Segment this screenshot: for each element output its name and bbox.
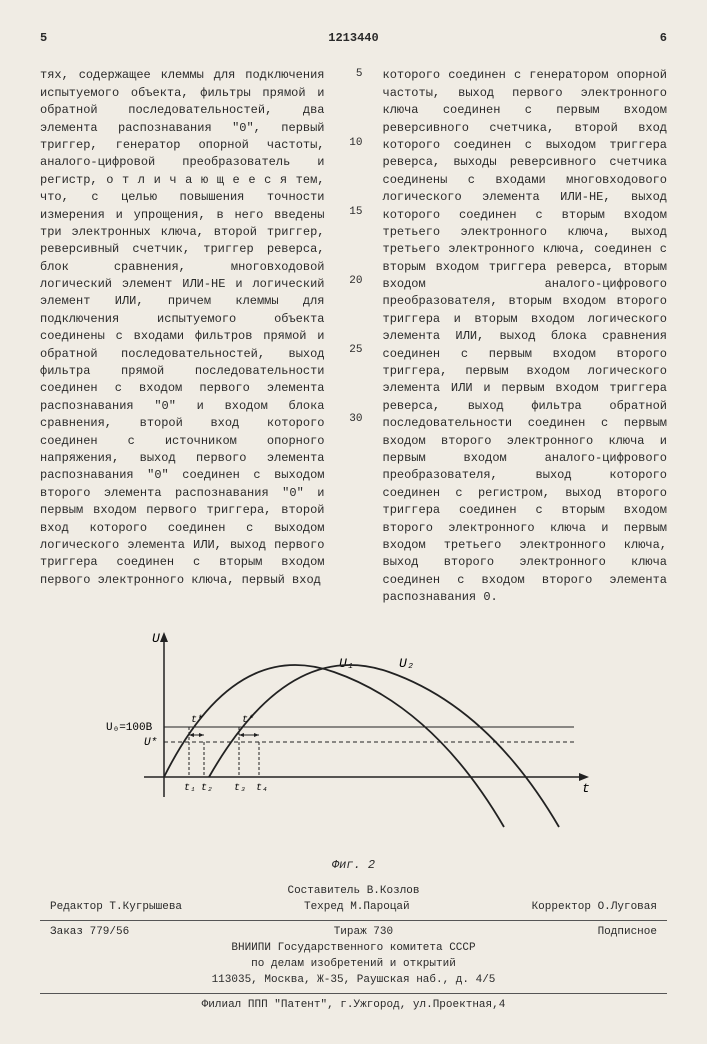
divider	[40, 920, 667, 921]
line-num: 20	[345, 274, 363, 343]
order-num: Заказ 779/56	[50, 925, 129, 941]
x-axis-label: t	[582, 781, 590, 796]
ustar-label: U*	[144, 737, 157, 749]
figure-label: Фиг. 2	[40, 857, 667, 874]
text-columns: тях, содержащее клеммы для подключения и…	[40, 67, 667, 606]
editor: Редактор Т.Кугрышева	[50, 900, 182, 916]
line-num: 15	[345, 205, 363, 274]
tstar2-label: t*	[242, 714, 254, 726]
branch: Филиал ППП "Патент", г.Ужгород, ул.Проек…	[40, 998, 667, 1014]
credits-block: Составитель В.Козлов Редактор Т.Кугрышев…	[40, 884, 667, 916]
curve-u1	[164, 665, 504, 827]
subscription: Подписное	[598, 925, 657, 941]
compiler: Составитель В.Козлов	[40, 884, 667, 900]
t2-label: t₂	[201, 783, 213, 794]
u0-label: U₀=100В	[106, 722, 153, 734]
line-numbers: 5 10 15 20 25 30	[345, 67, 363, 606]
org-line2: по делам изобретений и открытий	[40, 957, 667, 973]
curve-u2	[209, 665, 559, 827]
t4-label: t₄	[256, 783, 268, 794]
corrector: Корректор О.Луговая	[532, 900, 657, 916]
column-right: которого соединен с генератором опорной …	[383, 67, 668, 606]
figure-2: U t U₀=100В U* U₁ U₂ t₁ t₂ t₃ t₄ t* t* Ф…	[40, 627, 667, 875]
t1-label: t₁	[184, 783, 196, 794]
line-num: 10	[345, 136, 363, 205]
u1-label: U₁	[339, 656, 355, 671]
tirazh: Тираж 730	[334, 925, 393, 941]
line-num: 5	[345, 67, 363, 136]
t3-label: t₃	[234, 783, 246, 794]
org-line1: ВНИИПИ Государственного комитета СССР	[40, 941, 667, 957]
y-axis-label: U	[152, 631, 160, 646]
column-left: тях, содержащее клеммы для подключения и…	[40, 67, 325, 606]
line-num: 30	[345, 412, 363, 481]
u2-label: U₂	[399, 656, 415, 671]
doc-number: 1213440	[328, 30, 378, 47]
tech-editor: Техред М.Пароцай	[304, 900, 410, 916]
page-num-right: 6	[660, 30, 667, 47]
line-num: 25	[345, 343, 363, 412]
tstar1-label: t*	[191, 714, 203, 726]
page-header: 5 1213440 6	[40, 30, 667, 47]
page-num-left: 5	[40, 30, 47, 47]
divider	[40, 993, 667, 994]
org-line3: 113035, Москва, Ж-35, Раушская наб., д. …	[40, 973, 667, 989]
footer-block: Заказ 779/56 Тираж 730 Подписное ВНИИПИ …	[40, 925, 667, 1014]
chart-svg: U t U₀=100В U* U₁ U₂ t₁ t₂ t₃ t₄ t* t*	[104, 627, 604, 847]
